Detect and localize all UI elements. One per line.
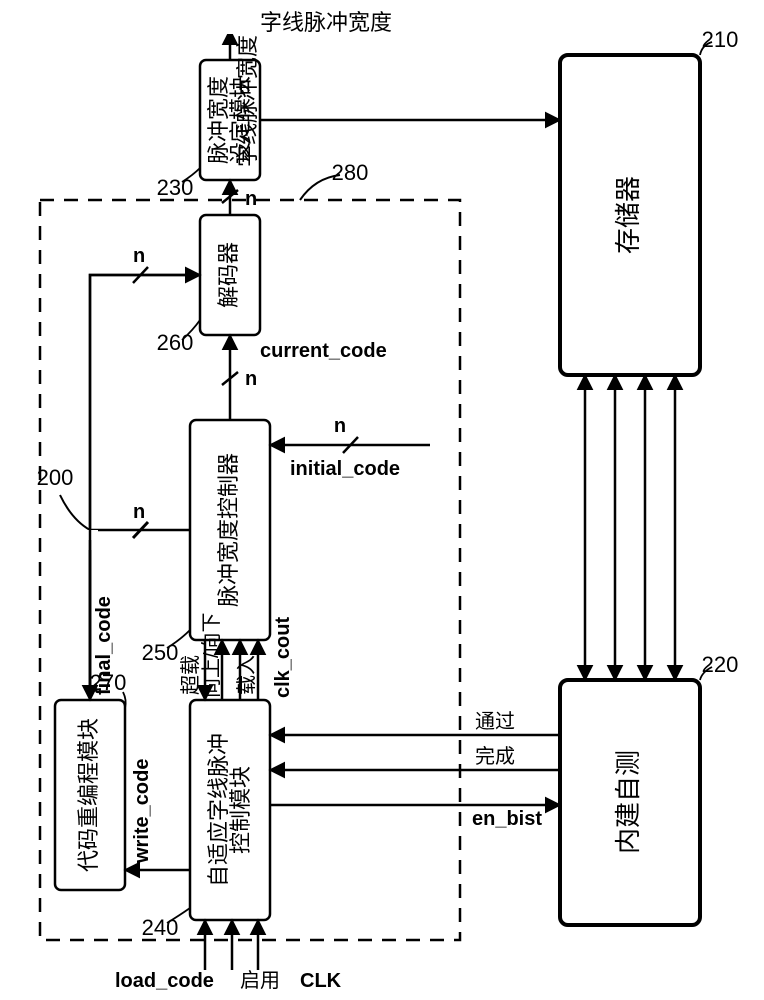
label-top2: 字线脉冲宽度	[260, 10, 392, 35]
lbl-current-code: current_code	[260, 340, 387, 362]
svg-text:脉冲宽度控制器: 脉冲宽度控制器	[216, 453, 241, 607]
lbl-overload: 超载	[179, 655, 202, 695]
lbl-final-code: final_code	[93, 596, 115, 695]
ref-210-label: 210	[702, 27, 739, 52]
bus-n-1: n	[245, 188, 257, 210]
bus-n-3: n	[334, 415, 346, 437]
lbl-enable: 启用	[240, 969, 280, 992]
block-220: 内建自测 220	[560, 652, 738, 925]
lbl-en-bist: en_bist	[472, 808, 542, 830]
lbl-load: 载入	[235, 655, 258, 695]
lbl-load-code-h: load_code	[115, 970, 214, 992]
lbl-clk-cout: clk_cout	[272, 617, 294, 698]
lbl-write-code: write_code	[131, 759, 153, 864]
lbl-done: 完成	[475, 745, 515, 768]
svg-text:解码器: 解码器	[216, 242, 241, 308]
svg-text:控制模块: 控制模块	[228, 766, 253, 854]
bus-n-5: n	[133, 245, 145, 267]
lbl-initial-code: initial_code	[290, 458, 400, 480]
block-210: 存储器 210	[560, 27, 738, 375]
block-270: 代码重编程模块 270	[55, 670, 126, 890]
ref-280: 280	[332, 160, 369, 185]
block-260: 解码器 260	[157, 215, 260, 355]
lbl-pass: 通过	[475, 710, 515, 733]
label-top: 字线脉冲宽度	[235, 35, 260, 167]
block-diagram: 200 280 脉冲宽度 设定模块 230 字线脉冲宽度 字线脉冲宽度 解码器 …	[0, 0, 764, 1000]
lbl-clk: CLK	[300, 970, 342, 992]
ref-200: 200	[37, 465, 74, 490]
block-240: 自适应字线脉冲 控制模块 240	[142, 700, 270, 940]
bus-n-2: n	[245, 368, 257, 390]
bus-n-4: n	[133, 501, 145, 523]
svg-text:代码重编程模块: 代码重编程模块	[76, 718, 101, 872]
lbl-updown: 向上/向下	[200, 612, 223, 698]
ref-220-label: 220	[702, 652, 739, 677]
svg-text:内建自测: 内建自测	[613, 750, 643, 854]
svg-text:存储器: 存储器	[613, 176, 643, 254]
